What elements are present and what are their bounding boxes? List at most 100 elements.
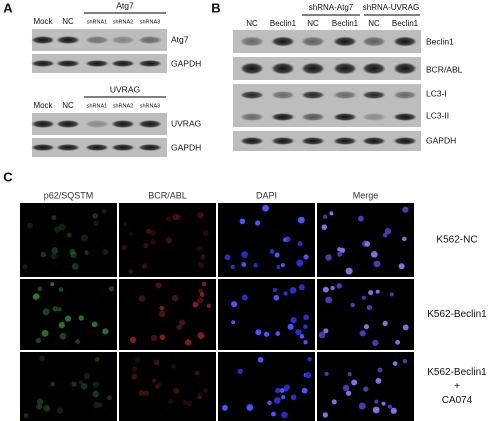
cell: [324, 371, 329, 376]
cell: [50, 381, 56, 387]
cell: [143, 390, 149, 397]
cell: [325, 254, 332, 261]
cell: [197, 392, 203, 398]
band: [393, 36, 417, 47]
cell: [102, 249, 109, 256]
cell: [166, 215, 172, 222]
band: [362, 62, 386, 75]
lane-label: shRNA1: [87, 19, 107, 25]
cell: [224, 254, 231, 261]
column-label: p62/SQSTM: [44, 190, 94, 200]
band: [271, 36, 295, 47]
cell: [281, 411, 288, 419]
column-label: BCR/ABL: [148, 190, 187, 200]
cell: [197, 211, 204, 219]
cell: [398, 263, 405, 270]
band: [240, 113, 264, 121]
column-label: DAPI: [256, 190, 277, 200]
cell: [363, 324, 370, 330]
cell: [255, 220, 261, 226]
cell: [322, 412, 329, 418]
band: [85, 144, 109, 151]
cell: [203, 388, 209, 394]
cell: [32, 293, 39, 300]
lane-label: shRNA3: [140, 103, 160, 109]
band: [56, 144, 80, 151]
band: [362, 91, 386, 99]
row-label: LC3-II: [426, 110, 449, 120]
cell: [91, 321, 98, 328]
row-label: BCR/ABL: [426, 64, 463, 74]
cell: [143, 243, 149, 249]
cell: [301, 387, 308, 394]
micrograph: [317, 279, 414, 350]
cell: [284, 384, 290, 391]
cell: [78, 315, 84, 321]
cell: [128, 269, 134, 275]
cell: [382, 232, 388, 238]
cell: [186, 400, 193, 407]
cell: [375, 289, 380, 294]
band: [333, 137, 357, 145]
cell: [339, 247, 346, 253]
band: [56, 60, 80, 67]
blot-strip: [233, 84, 421, 127]
band: [56, 36, 80, 44]
cell: [152, 378, 157, 383]
cell: [59, 332, 67, 340]
lane-label: Beclin1: [392, 19, 419, 28]
lane-label: Beclin1: [332, 19, 359, 28]
row-label: Beclin1: [426, 36, 454, 46]
cell: [129, 336, 137, 344]
column-label: Merge: [353, 190, 379, 200]
band: [240, 36, 264, 47]
cell: [331, 399, 337, 405]
band: [31, 60, 55, 67]
cell: [57, 307, 62, 312]
cell: [168, 398, 174, 405]
band: [138, 120, 162, 128]
cell: [402, 324, 409, 331]
band: [31, 144, 55, 151]
cell: [22, 264, 28, 270]
cell: [241, 294, 248, 301]
cell: [200, 254, 206, 260]
cell: [276, 264, 281, 270]
cell: [307, 357, 312, 362]
cell: [192, 301, 199, 308]
cell: [368, 290, 374, 296]
band: [301, 137, 325, 145]
cell: [165, 237, 172, 244]
cell: [27, 222, 33, 229]
group-label: Atg7: [116, 0, 134, 10]
cell: [122, 221, 128, 227]
cell: [178, 319, 185, 326]
cell: [97, 402, 103, 408]
cell: [287, 323, 294, 330]
cell: [101, 208, 107, 215]
cell: [92, 381, 100, 388]
cell: [402, 206, 409, 213]
band: [56, 120, 80, 128]
cell: [150, 334, 157, 341]
band: [301, 91, 325, 99]
cell: [389, 292, 394, 297]
group-label: shRNA-UVRAG: [363, 3, 419, 12]
cell: [275, 387, 281, 394]
cell: [297, 241, 303, 247]
cell: [36, 398, 44, 405]
cell: [43, 405, 51, 413]
cell: [39, 355, 45, 362]
lane-label: NC: [246, 19, 258, 28]
cell: [374, 399, 379, 404]
cell: [201, 281, 207, 287]
cell: [345, 267, 353, 275]
cell: [171, 294, 179, 302]
band: [240, 137, 264, 145]
cell: [381, 401, 386, 406]
cell: [141, 263, 147, 269]
band: [85, 120, 109, 128]
cell: [297, 216, 305, 224]
cell: [342, 384, 350, 392]
cell: [283, 291, 288, 296]
